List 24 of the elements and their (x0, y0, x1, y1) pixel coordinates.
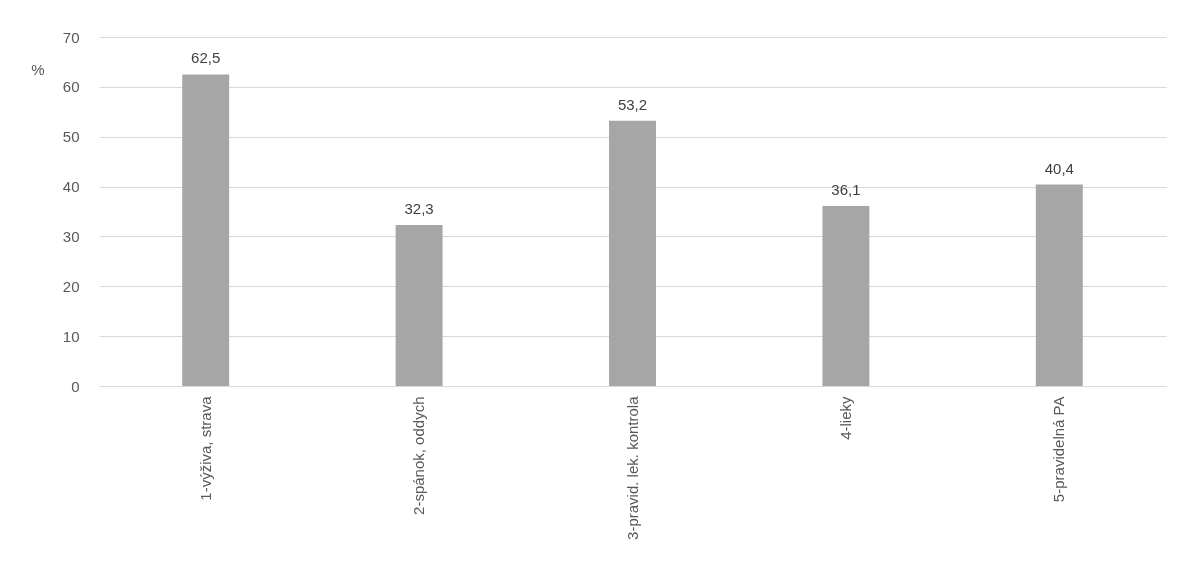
x-tick-label: 4-lieky (836, 396, 854, 440)
y-tick-label: 40 (62, 178, 80, 196)
x-tick-label: 2-spánok, oddych (410, 396, 428, 515)
y-tick-label: 50 (62, 128, 80, 146)
data-label: 36,1 (831, 181, 861, 199)
x-tick-label: 5-pravidelná PA (1050, 396, 1068, 503)
y-tick-label: 20 (62, 277, 80, 295)
bar (609, 120, 656, 386)
y-axis-title: % (31, 60, 45, 78)
bar (822, 206, 870, 386)
y-tick-label: 0 (71, 377, 80, 395)
y-tick-label: 60 (62, 78, 80, 96)
data-label: 62,5 (191, 49, 221, 67)
x-tick-label: 3-pravid. lek. kontrola (623, 395, 641, 540)
x-tick-label: 1-výživa, strava (196, 395, 214, 501)
bar (1035, 184, 1083, 386)
data-label: 32,3 (404, 199, 434, 217)
y-tick-label: 10 (62, 327, 80, 345)
y-tick-label: 70 (62, 28, 80, 46)
data-label: 40,4 (1044, 159, 1074, 177)
bar (395, 224, 443, 386)
y-tick-label: 30 (62, 227, 80, 245)
bar (182, 74, 230, 386)
data-label: 53,2 (617, 95, 648, 113)
